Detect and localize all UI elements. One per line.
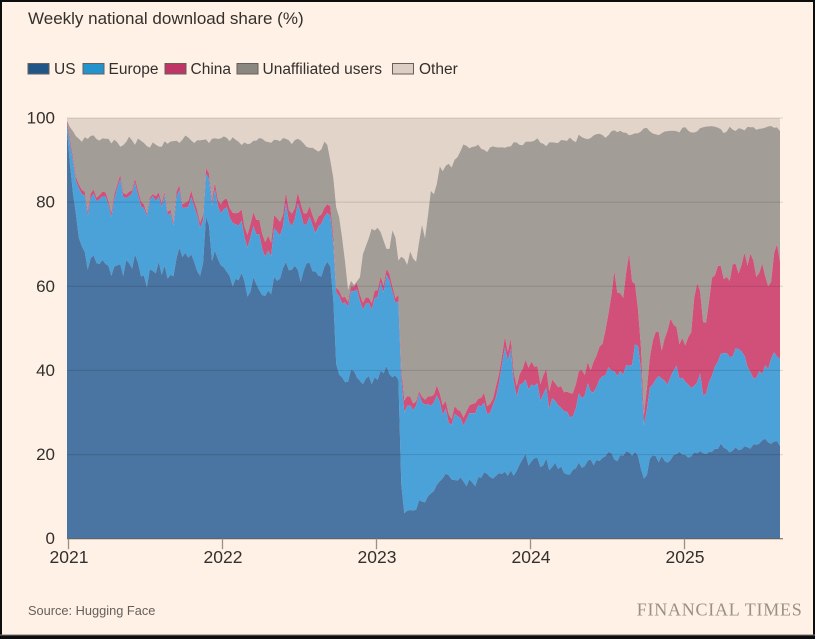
svg-text:2023: 2023 xyxy=(358,547,397,567)
svg-text:Unaffiliated users: Unaffiliated users xyxy=(263,61,383,78)
svg-text:2021: 2021 xyxy=(50,547,89,567)
svg-text:2022: 2022 xyxy=(204,547,243,567)
svg-text:Europe: Europe xyxy=(109,61,159,78)
svg-text:40: 40 xyxy=(36,361,55,380)
svg-text:FINANCIAL TIMES: FINANCIAL TIMES xyxy=(637,600,803,620)
svg-text:2025: 2025 xyxy=(666,547,705,567)
svg-text:US: US xyxy=(54,61,76,78)
svg-text:Weekly national download share: Weekly national download share (%) xyxy=(28,9,304,28)
svg-text:100: 100 xyxy=(27,109,55,128)
svg-text:20: 20 xyxy=(36,445,55,464)
svg-text:80: 80 xyxy=(36,193,55,212)
svg-text:60: 60 xyxy=(36,277,55,296)
svg-text:Other: Other xyxy=(419,61,458,78)
svg-text:China: China xyxy=(191,61,232,78)
svg-text:0: 0 xyxy=(46,529,55,548)
svg-text:Source: Hugging Face: Source: Hugging Face xyxy=(28,603,155,618)
svg-text:2024: 2024 xyxy=(512,547,551,567)
